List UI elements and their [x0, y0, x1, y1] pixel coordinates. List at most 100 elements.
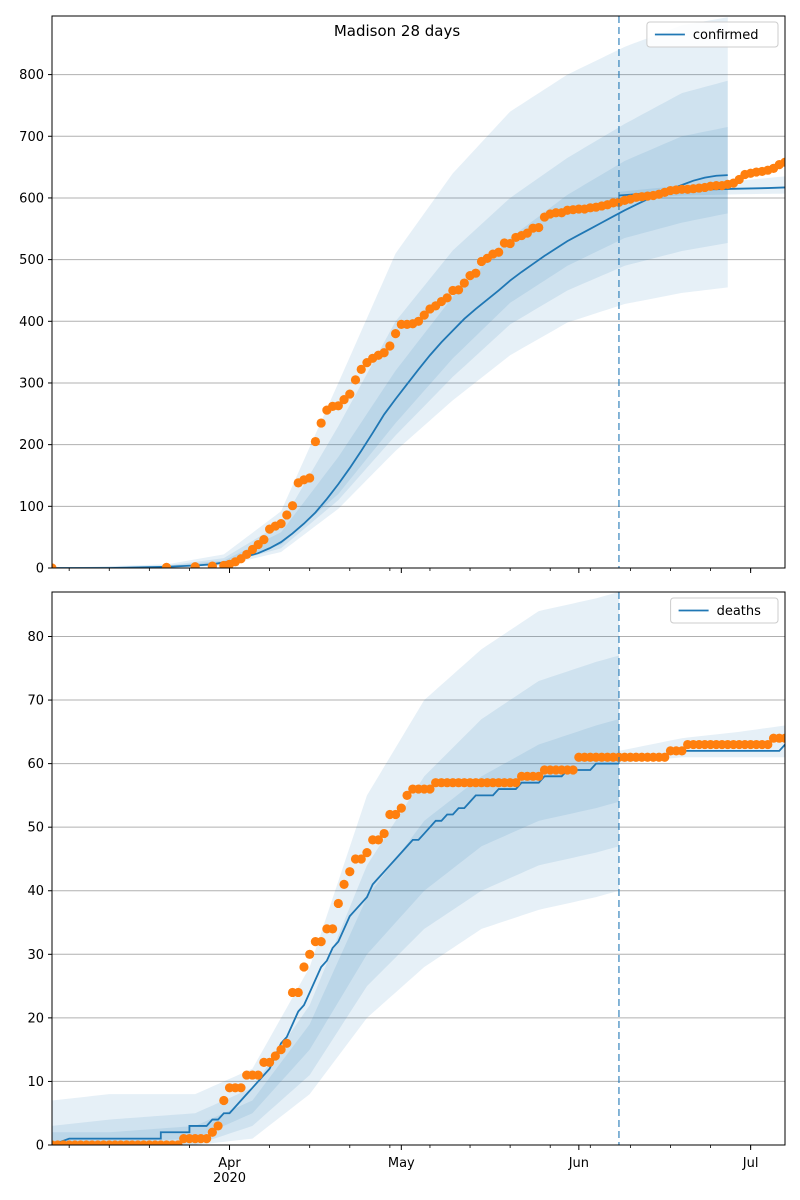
observed-point [780, 157, 785, 167]
chart-title: Madison 28 days [334, 22, 461, 40]
observed-point [293, 987, 303, 998]
legend-label: deaths [717, 604, 762, 619]
observed-point [568, 765, 578, 775]
y-tick-label: 0 [36, 562, 44, 577]
legend-box [670, 597, 779, 624]
observed-point [282, 510, 292, 520]
observed-point [660, 752, 670, 762]
observed-point [287, 501, 298, 511]
observed-point [362, 848, 372, 858]
y-tick-label: 700 [19, 130, 44, 145]
observed-point [339, 395, 349, 405]
uncertainty-band [52, 592, 619, 1145]
observed-point [534, 771, 544, 781]
uncertainty-band [52, 127, 728, 568]
y-tick-label: 300 [19, 376, 44, 391]
observed-point [390, 809, 401, 820]
observed-point [345, 389, 355, 399]
x-tick-label: May [388, 1156, 415, 1171]
deaths-panel: 0 10 20 30 40 50 60 70 80 Apr May Jun Jul 2020 deaths [27, 591, 786, 1186]
observed-point [276, 1045, 286, 1055]
y-tick-label: 70 [27, 694, 44, 709]
y-tick-label: 0 [36, 1139, 44, 1154]
observed-point [442, 293, 452, 303]
observed-point [339, 879, 349, 889]
model-median-line-series [52, 762, 619, 1145]
y-tick-label: 500 [19, 253, 44, 268]
observed-point [305, 949, 315, 959]
observed-point [282, 1038, 292, 1048]
observed-point [190, 562, 200, 568]
observed-point [316, 418, 326, 428]
y-tick-label: 80 [27, 630, 44, 645]
observed-point [202, 1134, 212, 1144]
observed-point [780, 733, 785, 743]
uncertainty-band [52, 655, 619, 1145]
observed-point [161, 562, 172, 568]
observed-point [385, 341, 395, 351]
y-tick-label: 600 [19, 191, 44, 206]
legend: deaths [670, 597, 779, 624]
legend-label: confirmed [693, 28, 759, 43]
observed-point [265, 1057, 275, 1067]
observed-point [511, 778, 521, 788]
observed-point [253, 1070, 263, 1080]
observed-point [299, 962, 309, 972]
observed-point [379, 348, 389, 358]
observed-point [236, 1083, 246, 1093]
axes-frame [51, 591, 786, 1146]
observed-point [305, 473, 315, 483]
legend: confirmed [646, 21, 779, 48]
legend-box [646, 21, 779, 48]
observed-point [310, 436, 321, 447]
y-tick-label: 30 [27, 948, 44, 963]
observed-point [52, 563, 57, 568]
x-tick-label: Jun [568, 1156, 589, 1171]
observed-point [207, 1127, 217, 1137]
observed-point [350, 375, 361, 385]
y-tick-label: 40 [27, 884, 44, 899]
uncertainty-band [52, 17, 728, 568]
observed-point [396, 803, 406, 813]
observed-point [207, 561, 217, 568]
x-tick-label: Apr [218, 1156, 241, 1171]
y-tick-label: 10 [27, 1075, 44, 1090]
x-tick-label: Jul [742, 1156, 759, 1171]
observed-point [259, 535, 269, 545]
observed-point [328, 924, 338, 934]
confirmed-panel: 0 100 200 300 400 500 600 700 800 Madison 28 days… [19, 15, 786, 577]
y-tick-label: 50 [27, 821, 44, 836]
observed-point [333, 401, 343, 411]
y-tick-label: 800 [19, 68, 44, 83]
observed-point [345, 867, 355, 877]
observed-point [677, 746, 687, 756]
y-tick-label: 400 [19, 315, 44, 330]
observed-point [270, 1051, 280, 1061]
y-tick-label: 200 [19, 438, 44, 453]
observed-point [402, 790, 412, 801]
x-year-label: 2020 [213, 1171, 246, 1186]
observed-point [219, 1095, 229, 1106]
observed-point [333, 898, 343, 909]
uncertainty-band [52, 80, 728, 568]
y-tick-label: 100 [19, 500, 44, 515]
observed-point [763, 739, 773, 750]
observed-point [373, 835, 384, 845]
observed-point [453, 285, 464, 295]
y-tick-label: 20 [27, 1011, 44, 1026]
observed-point [419, 310, 429, 320]
observed-point [505, 238, 515, 249]
axes-frame [51, 15, 786, 569]
observed-point [390, 329, 401, 339]
observed-point [379, 828, 389, 839]
observed-point [425, 784, 435, 794]
observed-point [534, 222, 544, 233]
y-tick-label: 60 [27, 757, 44, 772]
uncertainty-band [52, 719, 619, 1145]
observed-point [356, 364, 366, 375]
observed-point [356, 854, 366, 864]
observed-point [494, 247, 504, 257]
observed-point [213, 1121, 223, 1131]
observed-point [459, 278, 469, 288]
